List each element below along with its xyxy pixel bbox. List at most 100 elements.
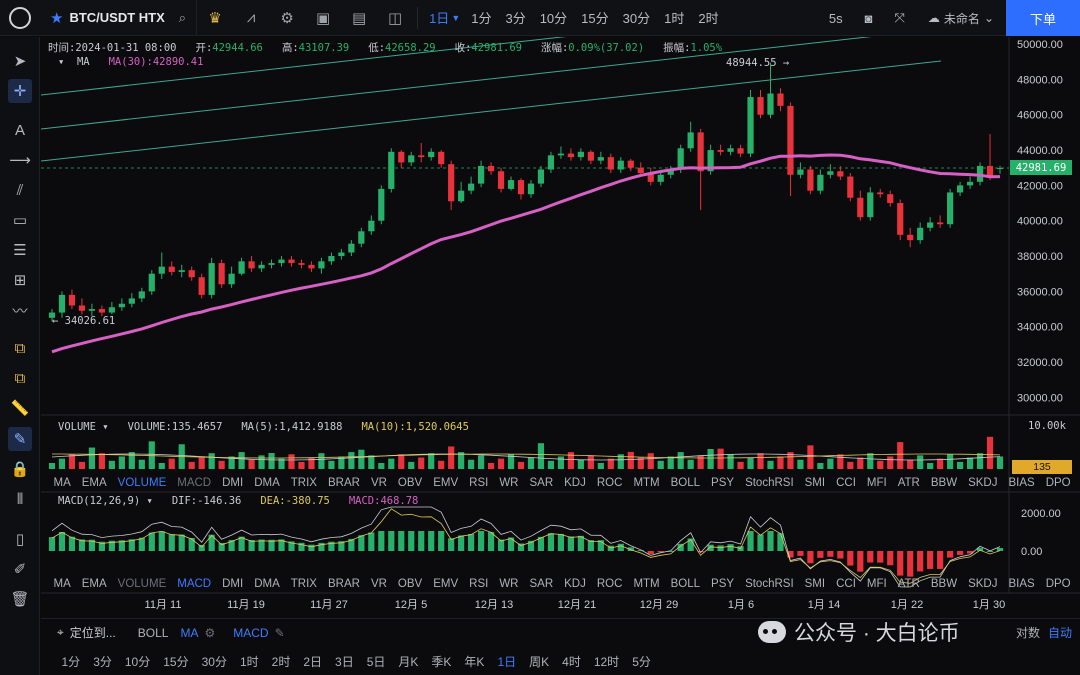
indicator-tab-dmi[interactable]: DMI [222, 477, 244, 489]
indicator-tab-dma[interactable]: DMA [254, 477, 280, 489]
symbol-selector[interactable]: ★ BTC/USDT HTX ⌕ [40, 0, 198, 36]
indicator-tab-macd[interactable]: MACD [177, 477, 212, 489]
indicator-tab-skdj[interactable]: SKDJ [968, 578, 998, 590]
pattern-tool-icon[interactable]: ⧉ [14, 339, 26, 357]
indicator-tab-bbw[interactable]: BBW [930, 477, 958, 489]
indicator-tab-dmi[interactable]: DMI [222, 578, 244, 590]
indicator-tab-ma[interactable]: MA [53, 477, 71, 489]
log-scale-toggle[interactable]: 对数 [1015, 625, 1040, 640]
ma-header[interactable]: ▾ MA MA(30):42890.41 [58, 56, 203, 68]
indicator-tab-trix[interactable]: TRIX [290, 477, 317, 489]
timeframe-14[interactable]: 周K [529, 655, 550, 669]
grid-tool-icon[interactable]: ⊞ [13, 272, 27, 289]
hide-drawings-icon[interactable]: ⦀ [16, 490, 24, 508]
timeframe-16[interactable]: 12时 [593, 655, 620, 669]
brush-icon[interactable]: ✎ [8, 427, 32, 451]
order-button[interactable]: 下单 [1006, 0, 1080, 36]
image-icon[interactable]: ▣ [315, 9, 331, 27]
ruler-icon[interactable]: 📏 [10, 400, 30, 417]
price-chart[interactable]: 50000.00 48000.00 46000.00 44000.00 42000.00… [41, 37, 1080, 618]
indicator-tab-skdj[interactable]: SKDJ [968, 477, 998, 489]
indicator-tab-boll[interactable]: BOLL [670, 578, 701, 590]
indicator-tab-rsi[interactable]: RSI [469, 477, 489, 489]
rectangle-icon[interactable]: ▭ [12, 212, 28, 229]
indicator-tab-bbw[interactable]: BBW [930, 578, 958, 590]
indicator-tab-atr[interactable]: ATR [897, 477, 920, 489]
indicators-icon[interactable]: ⩘ [246, 9, 256, 26]
indicator-tab-ao[interactable]: AO [1076, 477, 1080, 489]
chevron-down-icon[interactable]: ▾ [102, 421, 109, 433]
indicator-tab-mtm[interactable]: MTM [633, 578, 660, 590]
timeframe-1[interactable]: 3分 [93, 655, 112, 669]
layout-icon[interactable]: ◫ [387, 9, 403, 27]
app-logo[interactable] [0, 0, 40, 36]
bookmark-icon[interactable]: ▯ [15, 531, 25, 548]
timeframe-9[interactable]: 5日 [366, 655, 386, 669]
indicator-tab-kdj[interactable]: KDJ [564, 477, 586, 489]
ma-toggle[interactable]: MA [180, 625, 199, 640]
indicator-tab-vr[interactable]: VR [370, 578, 387, 590]
indicator-tab-psy[interactable]: PSY [711, 578, 735, 590]
indicator-tab-sar[interactable]: SAR [529, 477, 554, 489]
indicator-tab-wr[interactable]: WR [499, 578, 519, 590]
indicator-tab-ema[interactable]: EMA [81, 477, 107, 489]
interval-10m[interactable]: 10分 [539, 11, 568, 26]
chevron-down-icon[interactable]: ▾ [58, 56, 65, 68]
ma-settings-icon[interactable]: ⚙ [204, 625, 216, 640]
save-icon[interactable]: ▤ [351, 9, 367, 27]
favorite-star-icon[interactable]: ★ [50, 9, 64, 27]
timeframe-0[interactable]: 1分 [61, 655, 81, 669]
timeframe-7[interactable]: 2日 [303, 655, 323, 669]
indicator-tab-ma[interactable]: MA [53, 578, 71, 590]
indicator-tab-mfi[interactable]: MFI [866, 477, 887, 489]
interval-1m[interactable]: 1分 [471, 11, 492, 26]
indicator-tab-bias[interactable]: BIAS [1008, 578, 1035, 590]
interval-2h[interactable]: 2时 [698, 11, 719, 26]
timeframe-13[interactable]: 1日 [497, 655, 517, 669]
indicator-tab-vr[interactable]: VR [370, 477, 387, 489]
indicator-tab-roc[interactable]: ROC [596, 578, 623, 590]
macd-toggle[interactable]: MACD [233, 625, 269, 640]
indicator-tab-obv[interactable]: OBV [397, 578, 423, 590]
indicator-tab-atr[interactable]: ATR [897, 578, 920, 590]
indicator-tab-dpo[interactable]: DPO [1045, 477, 1071, 489]
locate-button[interactable]: ⌖ 定位到... [41, 624, 132, 641]
indicator-tab-mfi[interactable]: MFI [866, 578, 887, 590]
indicator-tab-boll[interactable]: BOLL [670, 477, 701, 489]
indicator-tab-mtm[interactable]: MTM [633, 477, 660, 489]
chevron-down-icon[interactable]: ▾ [146, 495, 153, 507]
crown-icon[interactable]: ♛ [208, 9, 222, 27]
settings-gear-icon[interactable]: ⚙ [280, 9, 294, 27]
indicator-tab-macd[interactable]: MACD [177, 578, 212, 590]
indicator-tab-kdj[interactable]: KDJ [564, 578, 586, 590]
timeframe-8[interactable]: 3日 [335, 655, 354, 669]
refresh-rate[interactable]: 5s [828, 10, 843, 26]
indicator-tab-trix[interactable]: TRIX [290, 578, 317, 590]
indicator-tab-smi[interactable]: SMI [804, 578, 826, 590]
indicator-tab-rsi[interactable]: RSI [469, 578, 489, 590]
indicator-tab-stochrsi[interactable]: StochRSI [745, 477, 794, 489]
trend-line-icon[interactable]: ⫽ [16, 181, 24, 199]
indicator-tab-emv[interactable]: EMV [433, 578, 459, 590]
timeframe-12[interactable]: 年K [464, 655, 485, 669]
timeframe-10[interactable]: 月K [398, 655, 419, 669]
indicator-tab-stochrsi[interactable]: StochRSI [745, 578, 794, 590]
macd-edit-icon[interactable]: ✎ [274, 625, 285, 640]
indicator-tab-emv[interactable]: EMV [433, 477, 459, 489]
interval-1d[interactable]: 1日 [429, 11, 450, 26]
interval-1h[interactable]: 1时 [664, 11, 685, 26]
indicator-tab-sar[interactable]: SAR [529, 578, 554, 590]
macd-header[interactable]: MACD(12,26,9) ▾ DIF:-146.36 DEA:-380.75 … [58, 495, 418, 507]
wave-tool-icon[interactable]: 〰 [12, 302, 28, 320]
indicator-tab-obv[interactable]: OBV [397, 477, 423, 489]
indicator-tab-bias[interactable]: BIAS [1008, 477, 1035, 489]
indicator-tab-ao[interactable]: AO [1076, 578, 1080, 590]
indicator-tab-volume[interactable]: VOLUME [117, 477, 167, 489]
parallel-channel-icon[interactable]: ☰ [13, 242, 27, 259]
timeframe-17[interactable]: 5分 [632, 655, 651, 669]
cursor-icon[interactable]: ➤ [13, 53, 27, 70]
indicator-tab-psy[interactable]: PSY [711, 477, 735, 489]
indicator-tab-cci[interactable]: CCI [836, 477, 856, 489]
text-tool-icon[interactable]: A [14, 121, 25, 139]
timeframe-2[interactable]: 10分 [124, 655, 151, 669]
